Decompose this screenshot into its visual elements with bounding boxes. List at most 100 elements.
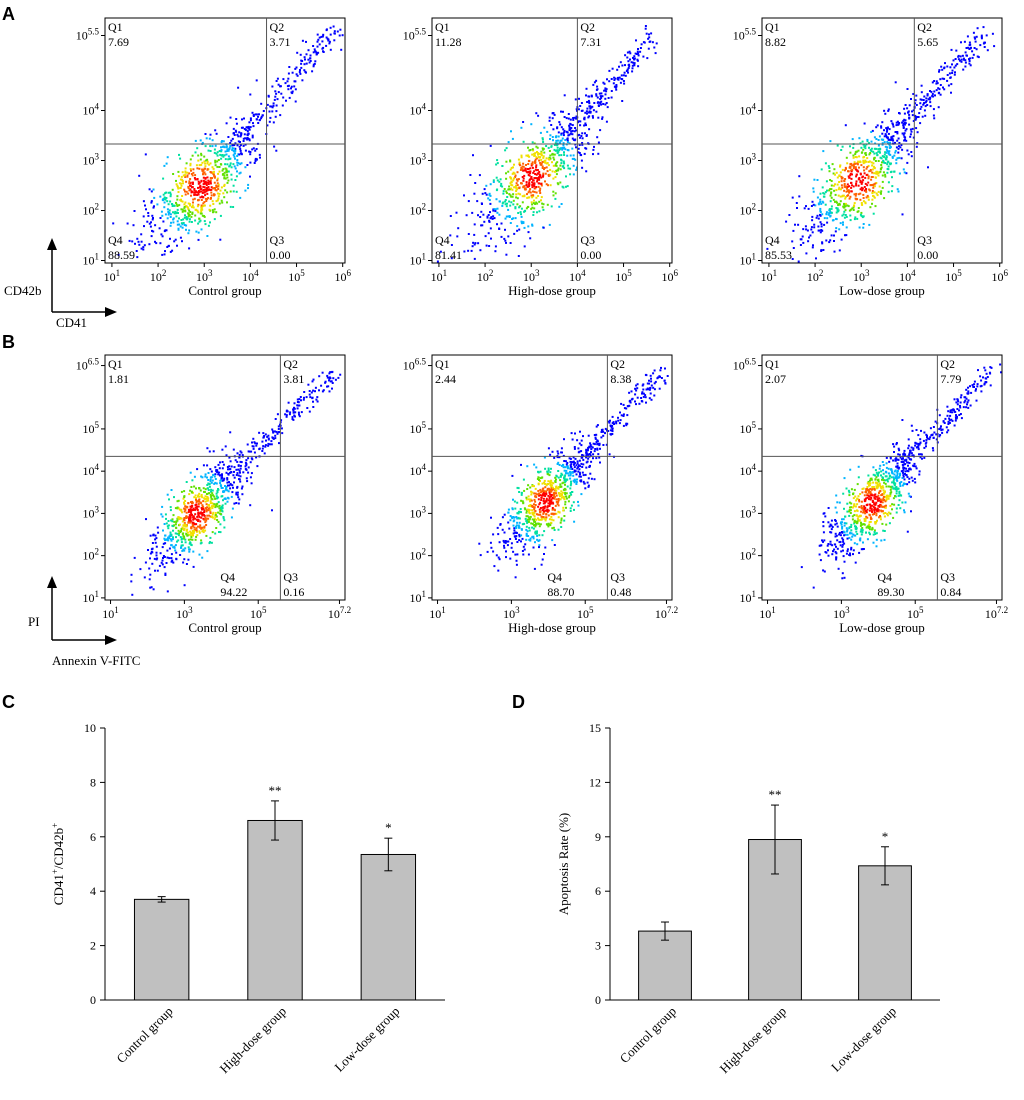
- flow-dot: [826, 217, 829, 220]
- flow-dot: [634, 393, 637, 396]
- flow-dot: [854, 194, 857, 197]
- flow-dot: [883, 153, 886, 156]
- flow-dot: [258, 448, 261, 451]
- flow-dot: [519, 169, 522, 171]
- flow-dot: [872, 186, 875, 189]
- flow-dot: [288, 66, 291, 68]
- flow-dot: [489, 202, 492, 205]
- flow-dot: [829, 211, 832, 214]
- flow-dot: [490, 546, 493, 549]
- flow-dot: [210, 197, 212, 199]
- flow-dot: [588, 465, 591, 468]
- flow-dot: [500, 222, 503, 225]
- q4-label: Q4: [108, 233, 123, 247]
- flow-dot: [506, 202, 508, 205]
- flow-dot: [954, 64, 957, 67]
- flow-dot: [255, 79, 258, 82]
- flow-dot: [851, 169, 854, 171]
- flow-dot: [525, 528, 528, 531]
- flow-dot: [532, 179, 535, 182]
- flow-dot: [552, 164, 555, 167]
- flow-dot: [912, 93, 915, 95]
- flow-dot: [557, 487, 560, 490]
- flow-dot: [544, 161, 547, 164]
- flow-dot: [154, 224, 157, 227]
- flow-dot: [533, 207, 536, 210]
- flow-dot: [150, 190, 153, 193]
- flow-dot: [544, 482, 546, 485]
- flow-dot: [200, 152, 203, 155]
- flow-dot: [150, 201, 153, 204]
- flow-dot: [311, 70, 314, 73]
- flow-dot: [885, 504, 887, 507]
- flow-dot: [908, 104, 911, 107]
- flow-dot: [229, 116, 232, 119]
- flow-dot: [808, 236, 810, 239]
- flow-dot: [173, 520, 176, 523]
- q2-label: Q2: [610, 357, 625, 371]
- flow-dot: [538, 525, 541, 528]
- flow-dot: [188, 180, 191, 183]
- flow-dot: [180, 538, 183, 541]
- flow-dot: [980, 34, 983, 37]
- flow-dot: [637, 54, 640, 57]
- flow-dot: [552, 512, 555, 515]
- flow-dot: [903, 509, 905, 512]
- flow-dot: [559, 123, 562, 126]
- flow-dot: [204, 188, 207, 191]
- flow-dot: [542, 208, 545, 211]
- flow-dot: [611, 430, 614, 433]
- flow-dot: [810, 228, 813, 231]
- flow-dot: [490, 237, 492, 240]
- flow-dot: [161, 235, 164, 238]
- flow-dot: [527, 196, 530, 199]
- flow-dot: [893, 483, 896, 486]
- flow-dot: [871, 176, 874, 178]
- flow-dot: [613, 423, 615, 425]
- flow-dot: [564, 483, 566, 486]
- flow-dot: [261, 447, 264, 450]
- flow-dot: [166, 538, 169, 540]
- flow-dot: [648, 379, 650, 382]
- flow-dot: [183, 537, 186, 540]
- flow-dot: [639, 47, 642, 49]
- flow-dot: [844, 124, 847, 127]
- flow-dot: [204, 133, 207, 135]
- flow-dot: [223, 171, 226, 174]
- flow-dot: [599, 447, 601, 450]
- flow-dot: [596, 447, 599, 450]
- flow-dot: [638, 402, 641, 405]
- flow-dot: [192, 532, 194, 535]
- flow-dot: [497, 533, 500, 536]
- flow-dot: [519, 211, 522, 214]
- flow-dot: [190, 526, 193, 529]
- flow-dot: [851, 535, 854, 538]
- flow-dot: [856, 210, 859, 213]
- flow-dot: [837, 188, 840, 191]
- flow-dot: [194, 494, 197, 497]
- flow-dot: [195, 506, 198, 509]
- flow-dot: [183, 549, 186, 552]
- flow-dot: [242, 471, 245, 474]
- flow-dot: [518, 186, 521, 189]
- flow-dot: [871, 184, 874, 186]
- flow-dot: [195, 535, 198, 538]
- flow-dot: [182, 174, 185, 177]
- flow-dot: [187, 521, 190, 524]
- flow-dot: [533, 177, 536, 180]
- flow-dot: [569, 173, 572, 176]
- flow-dot: [296, 404, 299, 407]
- flow-dot: [635, 389, 638, 392]
- flow-dot: [864, 147, 867, 150]
- flow-dot: [886, 478, 889, 481]
- flow-dot: [901, 148, 904, 151]
- flow-dot: [896, 157, 899, 160]
- flow-dot: [616, 78, 619, 81]
- flow-dot: [614, 86, 617, 89]
- flow-dot: [915, 94, 918, 97]
- flow-dot: [855, 182, 858, 185]
- flow-dot: [557, 499, 560, 502]
- flow-dot: [570, 130, 573, 133]
- flow-dot: [847, 189, 850, 192]
- flow-dot: [599, 461, 601, 464]
